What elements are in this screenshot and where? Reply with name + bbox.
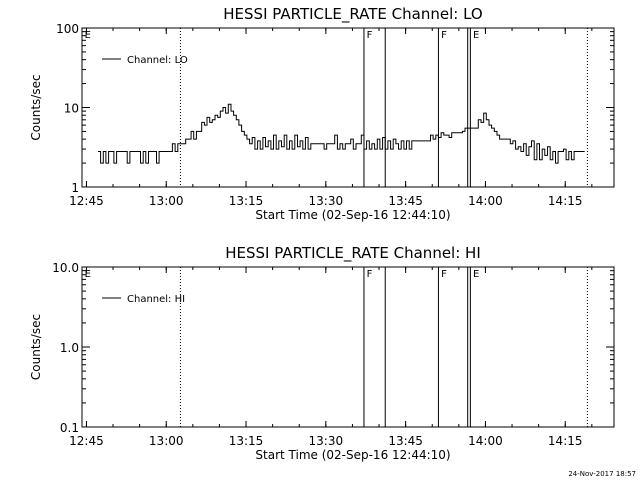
series-line: [98, 103, 585, 164]
y-tick-label: 10.0: [52, 261, 79, 275]
x-axis-label: Start Time (02-Sep-16 12:44:10): [255, 448, 450, 462]
legend-label: Channel: HI: [127, 294, 185, 305]
date-stamp: 24-Nov-2017 18:57: [568, 470, 636, 478]
x-tick-label: 14:15: [548, 194, 583, 208]
x-tick-label: 13:15: [229, 194, 264, 208]
hi-channel-panel: HESSI PARTICLE_RATE Channel: HI 12:45 13:0…: [29, 244, 615, 462]
x-tick-label: 13:00: [149, 194, 184, 208]
flag-label: F: [441, 30, 447, 41]
y-tick-label: 0.1: [60, 421, 79, 435]
x-axis-label: Start Time (02-Sep-16 12:44:10): [255, 208, 450, 222]
chart-title: HESSI PARTICLE_RATE Channel: HI: [225, 244, 481, 263]
x-tick-label: 13:30: [309, 194, 344, 208]
y-axis-label: Counts/sec: [29, 74, 43, 140]
chart-title: HESSI PARTICLE_RATE Channel: LO: [223, 5, 482, 24]
x-tick-label: 12:45: [69, 434, 104, 448]
x-tick-label: 13:45: [388, 194, 423, 208]
y-tick-label: 1.0: [60, 341, 79, 355]
x-tick-label: 13:00: [149, 434, 184, 448]
flag-label: E: [473, 269, 479, 280]
x-tick-label: 13:30: [309, 434, 344, 448]
flag-label: E: [473, 30, 479, 41]
flag-label: F: [367, 30, 373, 41]
flag-label: F: [441, 269, 447, 280]
y-tick-label: 10: [64, 102, 79, 116]
plot-frame: [81, 27, 615, 188]
y-tick-label: 100: [56, 22, 79, 36]
y-axis-label: Counts/sec: [29, 314, 43, 380]
x-tick-label: 13:15: [229, 434, 264, 448]
x-tick-label: 14:00: [468, 434, 503, 448]
legend-label: Channel: LO: [127, 55, 188, 66]
x-tick-label: 12:45: [69, 194, 104, 208]
flag-label: E: [85, 269, 91, 280]
y-tick-label: 1: [71, 181, 79, 195]
plot-frame: [81, 266, 615, 428]
flag-label: E: [85, 30, 91, 41]
flag-label: F: [367, 269, 373, 280]
lo-channel-panel: HESSI PARTICLE_RATE Channel: LO 12:45 13:0…: [29, 5, 615, 222]
x-tick-label: 14:15: [548, 434, 583, 448]
x-tick-label: 13:45: [388, 434, 423, 448]
x-tick-label: 14:00: [468, 194, 503, 208]
